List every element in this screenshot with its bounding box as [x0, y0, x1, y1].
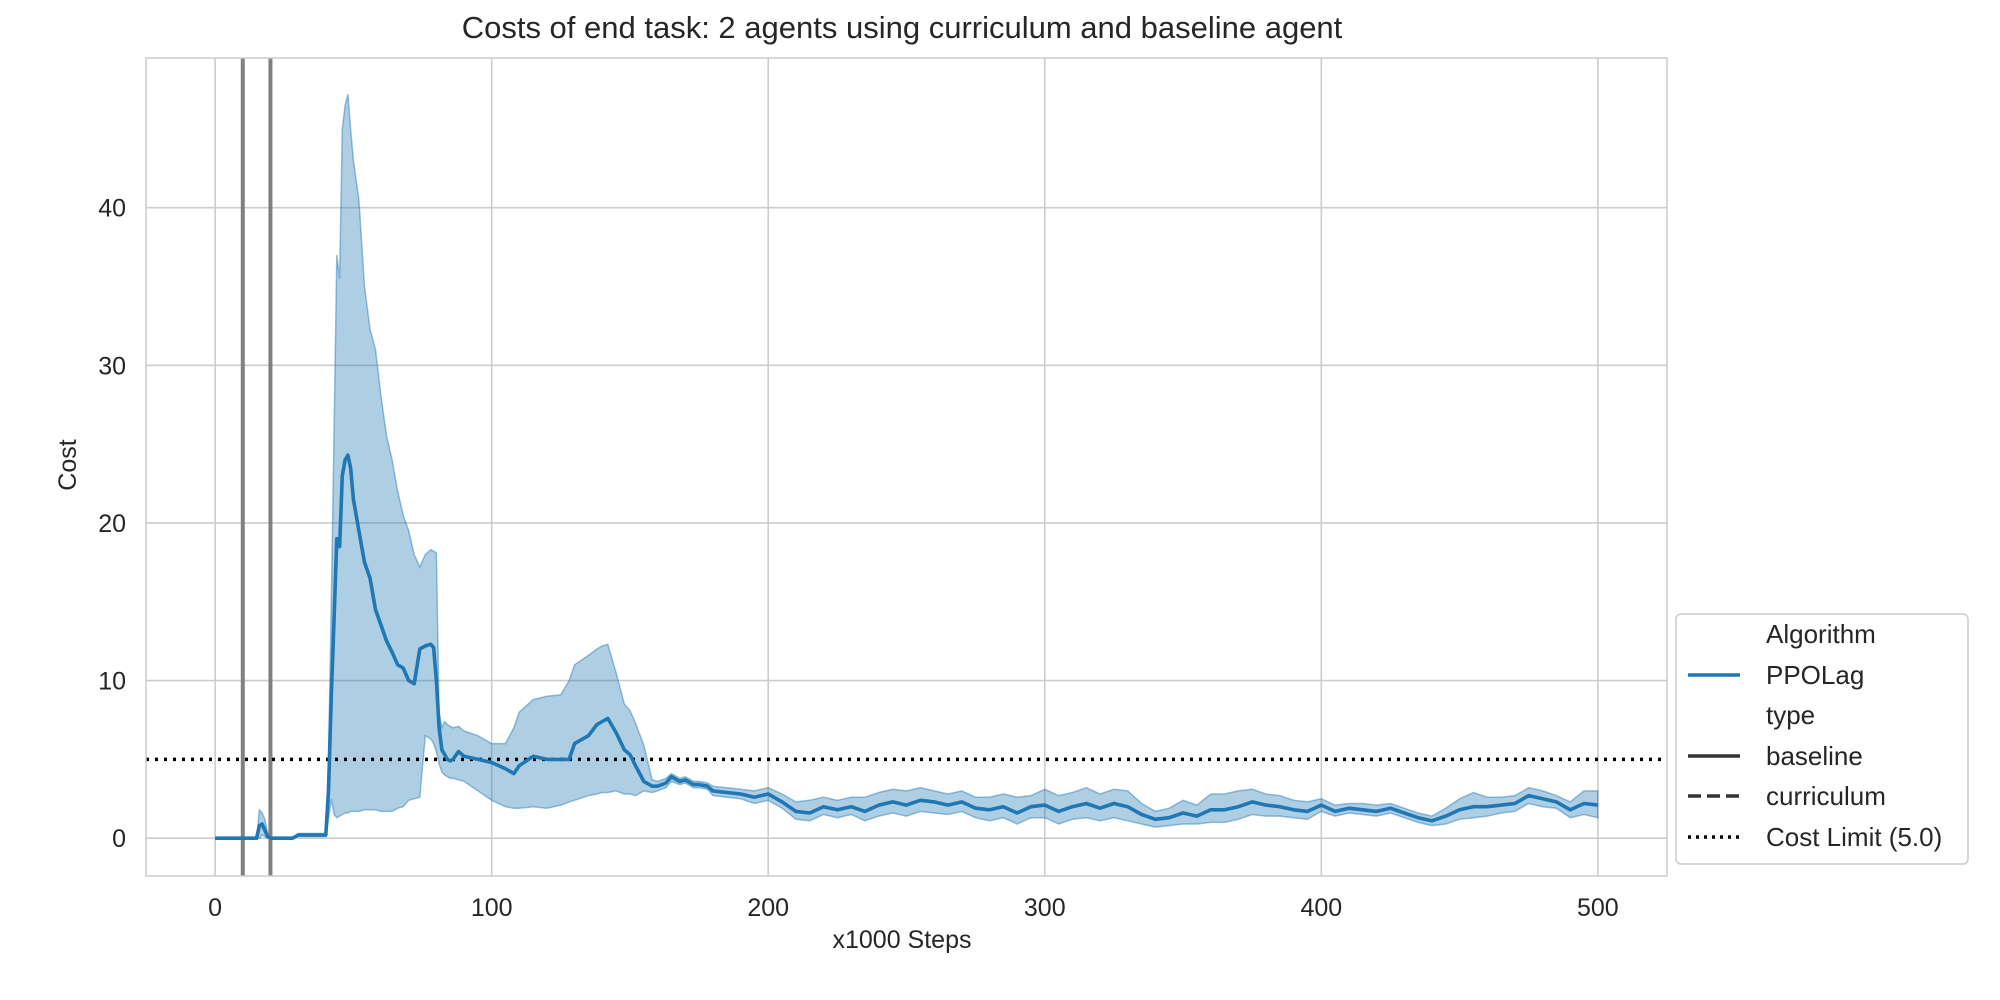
legend-box — [1675, 613, 1969, 865]
grid — [146, 58, 1667, 876]
y-tick-label: 0 — [112, 825, 126, 853]
x-tick-label: 100 — [471, 894, 513, 922]
legend-header-type: type — [1766, 700, 1815, 730]
y-axis-ticks: 0 10 20 30 40 — [98, 195, 126, 853]
x-tick-label: 500 — [1577, 894, 1619, 922]
x-tick-label: 200 — [747, 894, 789, 922]
vertical-markers — [240, 58, 273, 876]
legend-item-cost-limit: Cost Limit (5.0) — [1766, 822, 1942, 852]
y-tick-label: 20 — [98, 510, 126, 538]
x-tick-label: 300 — [1024, 894, 1066, 922]
plot-frame — [145, 57, 1668, 877]
series-line-ppolag — [215, 453, 1599, 841]
legend-item-ppolag: PPOLag — [1766, 660, 1864, 690]
legend-item-curriculum: curriculum — [1766, 781, 1886, 811]
chart-title: Costs of end task: 2 agents using curric… — [462, 10, 1343, 45]
y-tick-label: 30 — [98, 352, 126, 380]
x-tick-label: 0 — [208, 894, 222, 922]
x-axis-ticks: 0 100 200 300 400 500 — [208, 894, 1619, 922]
y-tick-label: 10 — [98, 668, 126, 696]
x-tick-label: 400 — [1300, 894, 1342, 922]
legend-header-algorithm: Algorithm — [1766, 619, 1876, 649]
legend: Algorithm PPOLag type baseline curriculu… — [1675, 613, 1969, 865]
x-axis-label: x1000 Steps — [833, 926, 972, 954]
legend-item-baseline: baseline — [1766, 741, 1863, 771]
y-axis-label: Cost — [54, 439, 82, 490]
y-tick-label: 40 — [98, 195, 126, 223]
series-line-layer — [215, 453, 1599, 841]
